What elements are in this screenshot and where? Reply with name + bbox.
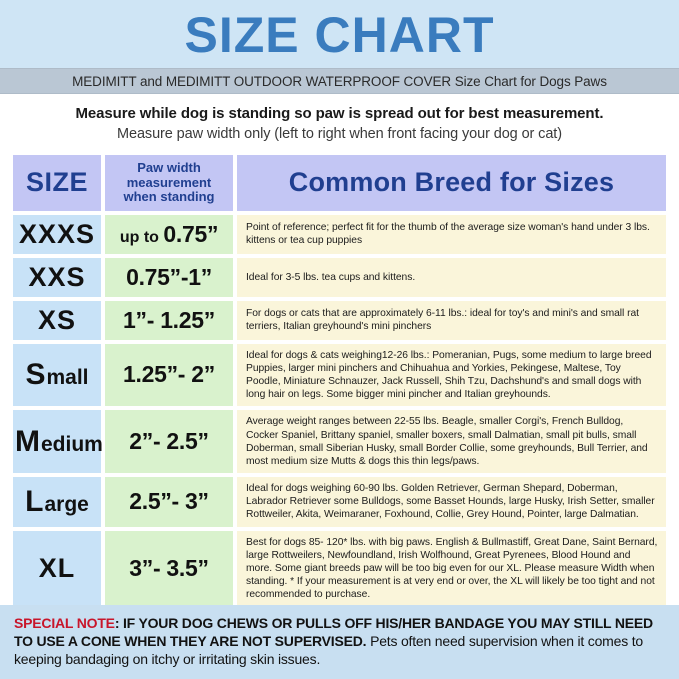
breed-description-cell: Point of reference; perfect fit for the … [237, 214, 666, 254]
measurement-value: 1”- 1.25” [123, 306, 215, 333]
column-header-breed: Common Breed for Sizes [237, 155, 666, 211]
measurement-cell: 0.75”-1” [105, 257, 233, 297]
size-cell: Large [13, 477, 101, 527]
special-note-band: SPECIAL NOTE: IF YOUR DOG CHEWS OR PULLS… [0, 605, 679, 679]
measure-header-line-3: when standing [123, 189, 215, 205]
size-cell: XXXS [13, 214, 101, 254]
column-header-size: SIZE [13, 155, 101, 211]
table-row: Large 2.5”- 3” Ideal for dogs weighing 60-… [13, 477, 666, 527]
column-header-measure: Paw width measurement when standing [105, 155, 233, 211]
page-title: SIZE CHART [184, 7, 495, 63]
breed-description-cell: Best for dogs 85- 120* lbs. with big paw… [237, 530, 666, 607]
special-note-bold: IF YOUR DOG CHEWS OR PULLS OFF HIS/HER B… [14, 615, 653, 650]
size-cell: XL [13, 530, 101, 607]
breed-description-cell: Average weight ranges between 22-55 lbs.… [237, 410, 666, 474]
size-label: XXXS [18, 218, 96, 249]
subtitle-text: MEDIMITT and MEDIMITT OUTDOOR WATERPROOF… [72, 73, 607, 89]
subtitle-band: MEDIMITT and MEDIMITT OUTDOOR WATERPROOF… [0, 68, 679, 94]
breed-description-cell: Ideal for dogs weighing 60-90 lbs. Golde… [237, 477, 666, 527]
title-band: SIZE CHART [0, 0, 679, 68]
size-label: XL [38, 552, 76, 583]
size-cell: XXS [13, 257, 101, 297]
size-label-rest: edium [41, 432, 103, 456]
measure-header-line-2: measurement [126, 174, 212, 190]
size-cell: Medium [13, 410, 103, 474]
instruction-secondary: Measure paw width only (left to right wh… [117, 126, 562, 142]
breed-description-cell: Ideal for dogs & cats weighing12-26 lbs.… [237, 343, 666, 407]
measurement-prefix: up to [119, 228, 164, 246]
measure-header-line-1: Paw width [137, 160, 201, 175]
size-label: XXS [28, 261, 86, 292]
measurement-value: 2.5”- 3” [129, 488, 209, 515]
table-row: Small 1.25”- 2” Ideal for dogs & cats weig… [13, 343, 666, 407]
measurement-cell: 2”- 2.5” [105, 410, 233, 474]
special-note-normal: Pets often need supervision when it come… [14, 633, 643, 668]
measurement-value: 0.75” [163, 220, 219, 247]
table-row: XXS 0.75”-1” Ideal for 3-5 lbs. tea cups a… [13, 257, 666, 297]
special-note-text: SPECIAL NOTE: IF YOUR DOG CHEWS OR PULLS… [14, 615, 665, 669]
size-table-wrap: SIZE Paw width measurement when standing… [0, 151, 679, 610]
table-header-row: SIZE Paw width measurement when standing… [13, 155, 666, 211]
table-body: XXXS up to 0.75” Point of reference; perfe… [13, 214, 666, 607]
measurement-value: 3”- 3.5” [129, 554, 209, 581]
measurement-value: 1.25”- 2” [123, 361, 215, 388]
measurement-value: 0.75”-1” [126, 263, 212, 290]
measurement-cell: 2.5”- 3” [105, 477, 233, 527]
breed-description-cell: Ideal for 3-5 lbs. tea cups and kittens. [237, 257, 666, 297]
measurement-cell: up to 0.75” [105, 214, 233, 254]
size-label: Medium [15, 425, 103, 459]
measurement-cell: 3”- 3.5” [105, 530, 233, 607]
table-header: SIZE Paw width measurement when standing… [13, 155, 666, 211]
size-cell: Small [13, 343, 101, 407]
measurement-cell: 1”- 1.25” [105, 300, 233, 340]
size-label-initial: L [25, 484, 45, 518]
size-chart-table: SIZE Paw width measurement when standing… [9, 151, 670, 610]
size-label: Large [25, 485, 89, 519]
size-label-initial: S [25, 357, 47, 391]
measurement-value: 2”- 2.5” [129, 428, 209, 455]
instructions-block: Measure while dog is standing so paw is … [0, 94, 679, 151]
size-label-rest: arge [44, 492, 89, 516]
table-row: XL 3”- 3.5” Best for dogs 85- 120* lbs. wi… [13, 530, 666, 607]
size-label: XS [37, 304, 77, 335]
size-cell: XS [13, 300, 101, 340]
size-label: Small [25, 358, 88, 392]
breed-description-cell: For dogs or cats that are approximately … [237, 300, 666, 340]
size-label-initial: M [15, 424, 41, 458]
instruction-primary: Measure while dog is standing so paw is … [75, 105, 604, 122]
table-row: XS 1”- 1.25” For dogs or cats that are app… [13, 300, 666, 340]
size-label-rest: mall [46, 365, 89, 389]
special-note-separator: : [114, 615, 120, 632]
special-note-label: SPECIAL NOTE [14, 615, 115, 632]
measurement-cell: 1.25”- 2” [105, 343, 233, 407]
table-row: XXXS up to 0.75” Point of reference; perfe… [13, 214, 666, 254]
table-row: Medium 2”- 2.5” Average weight ranges betw… [13, 410, 666, 474]
